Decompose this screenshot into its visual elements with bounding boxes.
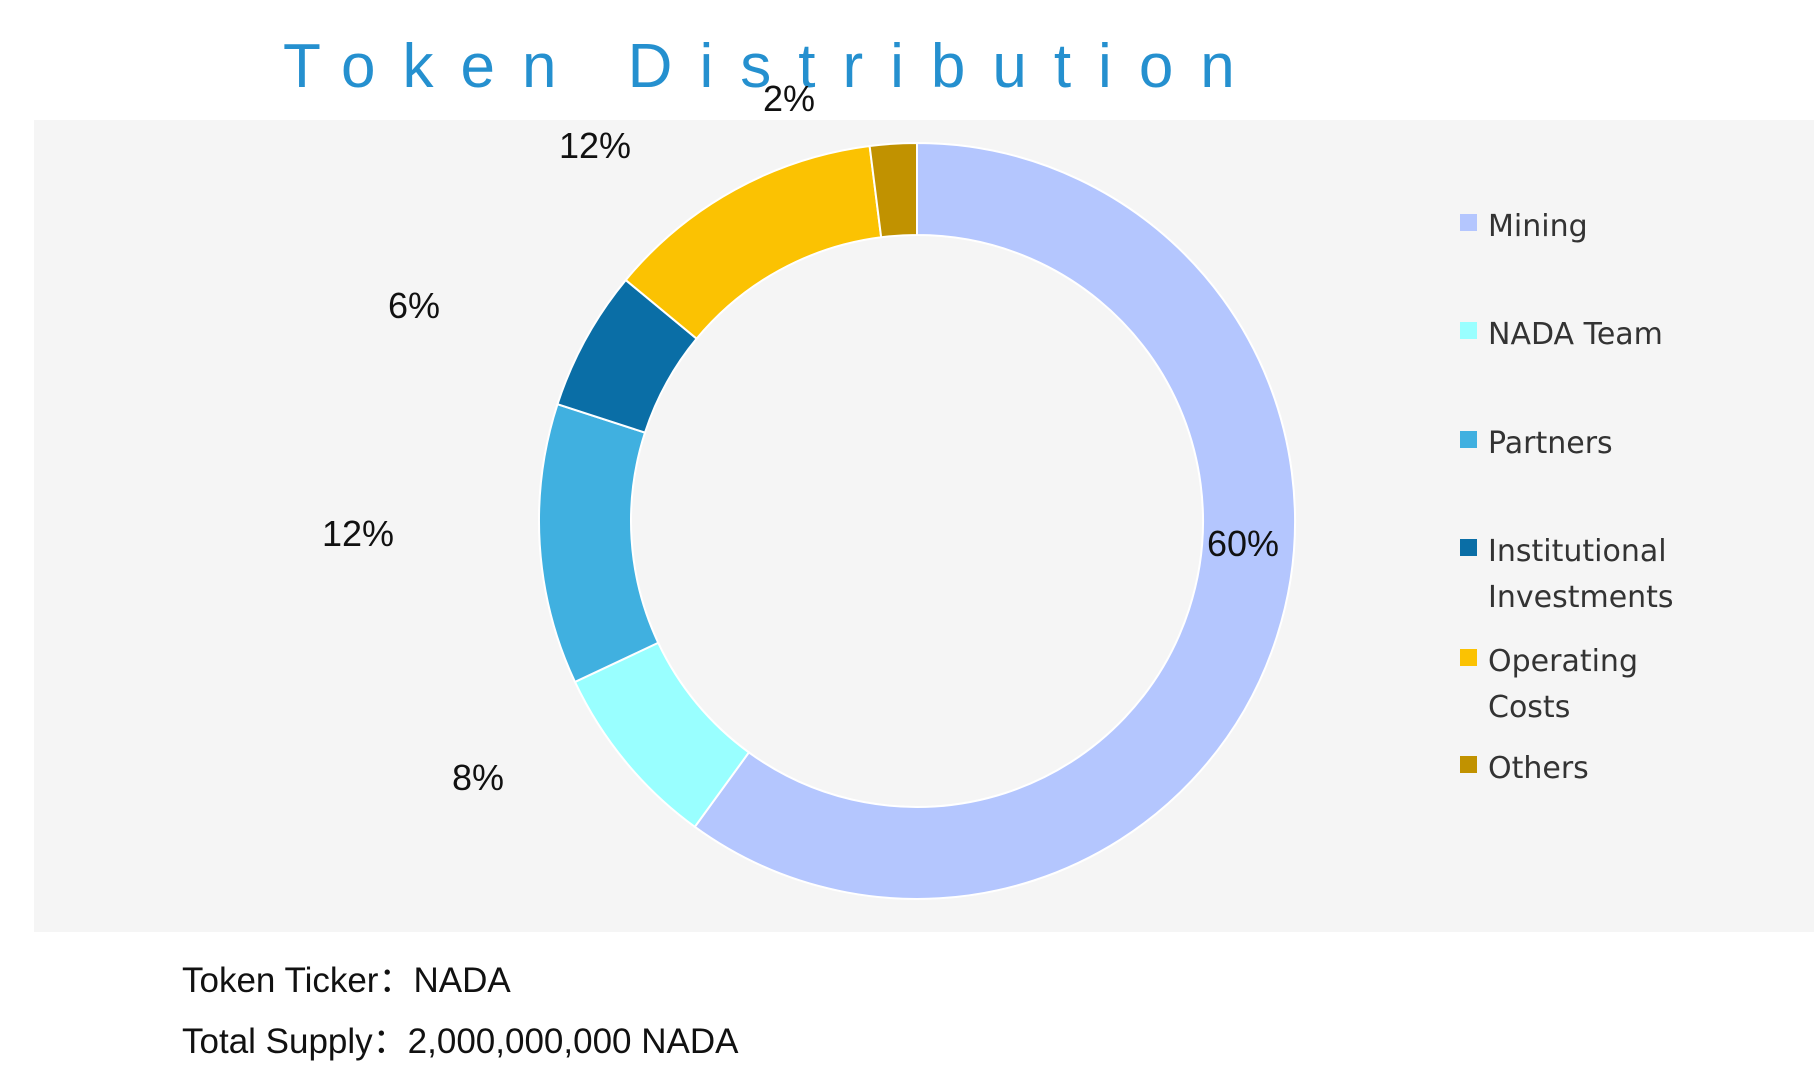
legend-swatch-operating-costs [1460, 649, 1477, 666]
legend-swatch-mining [1460, 214, 1477, 231]
chart-title: Token Distribution [283, 32, 1262, 101]
legend-swatch-nada-team [1460, 322, 1477, 339]
legend-swatch-institutional-investments [1460, 539, 1477, 556]
legend-item-others: Others [1460, 746, 1814, 792]
slice-others [868, 141, 918, 239]
legend-label-nada-team: NADA Team [1488, 317, 1663, 352]
legend-swatch-others [1460, 756, 1477, 773]
slice-mining [693, 141, 1296, 900]
slice-label-partners: 12% [322, 513, 394, 554]
slice-label-institutional-investments: 6% [388, 285, 440, 326]
slice-partners [538, 402, 660, 684]
legend-label-partners: Partners [1488, 426, 1613, 461]
legend-item-partners: Partners [1460, 421, 1814, 467]
legend-item-institutional-investments: Institutional Investments [1460, 529, 1814, 621]
slice-label-operating-costs: 12% [559, 125, 631, 166]
slice-labels: 60% 8% 12% 6% 12% 2% [322, 78, 1279, 798]
chart-panel [34, 120, 1814, 932]
legend-label-mining: Mining [1488, 209, 1588, 244]
donut-slices [538, 141, 1296, 900]
legend-item-mining: Mining [1460, 204, 1814, 250]
total-supply: Total Supply：2,000,000,000 NADA [182, 1022, 739, 1061]
slice-label-nada-team: 8% [452, 757, 504, 798]
legend-swatch-partners [1460, 431, 1477, 448]
slice-label-mining: 60% [1207, 523, 1279, 564]
legend-label-institutional-investments: Institutional Investments [1488, 534, 1674, 615]
legend-item-nada-team: NADA Team [1460, 312, 1814, 358]
legend-label-operating-costs: Operating Costs [1488, 644, 1638, 725]
slice-label-others: 2% [763, 78, 815, 119]
token-ticker: Token Ticker：NADA [182, 961, 511, 1000]
legend-item-operating-costs: Operating Costs [1460, 639, 1814, 731]
slice-operating-costs [624, 144, 883, 341]
legend-label-others: Others [1488, 751, 1589, 786]
